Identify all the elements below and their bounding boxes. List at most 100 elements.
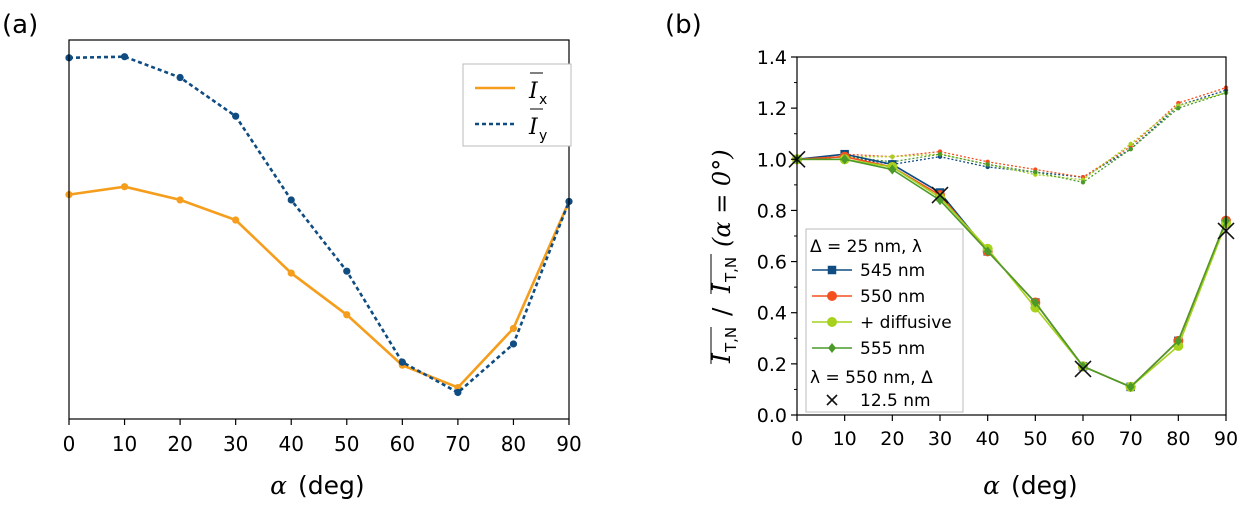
y-tick-label: 1.4 [757, 47, 787, 69]
x-tick-label: 0 [63, 432, 76, 456]
y-tick-label: 1.0 [757, 149, 787, 171]
series-line-iy [68, 55, 571, 395]
panel-b-legend-entries: 545 nm 550 nm + diffusive 555 nm [812, 261, 952, 359]
legend-entry-550-nm: 550 nm [812, 287, 925, 307]
y-tick-label: 0.2 [757, 354, 787, 376]
legend-entry-545-nm: 545 nm [812, 261, 925, 281]
panel-a-xlabel-symbol: α [270, 471, 287, 500]
panel-b-legend: Δ = 25 nm, λ 545 nm 550 nm + diffusive 555 … [805, 228, 964, 413]
data-point-ix [176, 196, 184, 204]
panel-b: (b) 0 10 20 30 40 50 60 70 80 90 0.0 0.2 0.4 0.6 0.8 1… [665, 10, 1238, 500]
legend-label: 555 nm [860, 339, 925, 359]
y-tick-label: 0.6 [757, 252, 787, 274]
panel-b-xlabel-symbol: α [983, 471, 1000, 500]
data-point-dotted-555-nm [1033, 169, 1038, 175]
x-tick-label: 80 [501, 432, 526, 456]
x-tick-label: 90 [556, 432, 581, 456]
panel-a-x-ticks: 0 10 20 30 40 50 60 70 80 90 [63, 419, 582, 456]
data-point-12-5-nm [1074, 360, 1092, 378]
series-dotted-line-diffusive [796, 92, 1227, 181]
data-point-iy [120, 53, 129, 61]
x-tick-label: 40 [976, 428, 1000, 450]
series-iy [65, 53, 573, 397]
data-point-dotted-555-nm [1128, 146, 1133, 152]
x-tick-label: 0 [791, 428, 803, 450]
data-point-dotted-555-nm [1176, 105, 1181, 111]
data-point-555-nm [1079, 361, 1087, 372]
series-dotted-line-545-nm [796, 89, 1227, 178]
panel-b-x-ticks: 0 10 20 30 40 50 60 70 80 90 [791, 415, 1238, 450]
legend-label: + diffusive [860, 313, 952, 333]
panel-a-frame [68, 39, 570, 420]
y-tick-label: 1.2 [757, 98, 787, 120]
legend-entry-diffusive: + diffusive [812, 313, 952, 333]
legend-marker [827, 317, 837, 327]
ylabel-den: I [707, 282, 736, 294]
panel-a: (a) 0 10 20 30 40 50 60 70 80 90 α (deg) I x I y [2, 10, 582, 500]
panel-b-ylabel: I T,N / I T,N (α = 0°) [707, 149, 740, 364]
data-point-555-nm [888, 164, 897, 175]
x-tick-label: 20 [167, 432, 192, 456]
ylabel-arg: (α = 0°) [708, 149, 736, 247]
data-point-iy [509, 340, 518, 348]
legend-marker [827, 265, 837, 275]
panel-a-legend-box [462, 63, 572, 147]
legend-label-ix: I [528, 79, 539, 104]
ylabel-den-sub: T,N [722, 257, 740, 283]
panel-a-xlabel-unit: (deg) [298, 471, 365, 500]
series-dotted-550-nm [794, 85, 1229, 180]
data-point-ix [287, 269, 295, 277]
legend-header-1: Δ = 25 nm, λ [810, 237, 922, 257]
data-point-555-nm [1126, 381, 1135, 392]
data-point-iy [343, 267, 351, 275]
x-tick-label: 70 [1119, 428, 1143, 450]
data-point-dotted-555-nm [937, 151, 943, 157]
x-tick-label: 30 [928, 428, 952, 450]
x-tick-label: 10 [833, 428, 857, 450]
data-point-ix [509, 324, 518, 333]
data-point-dotted-diffusive [1128, 141, 1133, 147]
x-tick-label: 80 [1166, 428, 1190, 450]
legend-marker [827, 291, 837, 301]
y-tick-label: 0.8 [757, 200, 787, 222]
series-line-555-nm [797, 158, 1227, 388]
legend-header-2: λ = 550 nm, Δ [810, 368, 933, 388]
data-point-555-nm [1031, 297, 1040, 308]
data-point-dotted-555-nm [1080, 180, 1086, 185]
x-tick-label: 30 [223, 432, 248, 456]
panel-b-xlabel-unit: (deg) [1011, 471, 1078, 500]
legend-sub-iy: y [539, 128, 547, 144]
series-line-ix [68, 185, 571, 390]
data-point-555-nm [840, 154, 849, 165]
series-dotted-line-555-nm [796, 92, 1227, 183]
legend-label-iy: I [528, 115, 539, 140]
panel-b-y-ticks: 0.0 0.2 0.4 0.6 0.8 1.0 1.2 1.4 [757, 47, 797, 427]
data-point-dotted-555-nm [985, 162, 990, 167]
data-point-iy [454, 388, 462, 397]
series-line-diffusive [797, 158, 1227, 388]
x-tick-label: 20 [880, 428, 904, 450]
panel-a-legend: I x I y [462, 63, 572, 147]
data-point-ix [343, 311, 351, 319]
x-tick-label: 50 [334, 432, 359, 456]
legend-marker-x [826, 394, 838, 406]
y-tick-label: 0.0 [757, 405, 787, 427]
x-tick-label: 50 [1023, 428, 1047, 450]
legend-sub-ix: x [539, 92, 547, 108]
x-tick-label: 70 [445, 432, 470, 456]
legend-label: 545 nm [860, 261, 925, 281]
legend-entry-12-5nm-label: 12.5 nm [860, 391, 931, 411]
data-point-dotted-diffusive [890, 154, 895, 159]
series-dotted-line-550-nm [796, 87, 1227, 178]
series-555-nm [793, 154, 1230, 392]
data-point-ix [232, 216, 240, 224]
series-ix [65, 183, 573, 392]
x-tick-label: 90 [1214, 428, 1238, 450]
ylabel-sep: / [707, 307, 736, 316]
y-tick-label: 0.4 [757, 303, 787, 325]
data-point-555-nm [983, 246, 992, 257]
series-dotted-555-nm [794, 90, 1229, 185]
panel-a-series [65, 53, 573, 397]
x-tick-label: 60 [1071, 428, 1095, 450]
